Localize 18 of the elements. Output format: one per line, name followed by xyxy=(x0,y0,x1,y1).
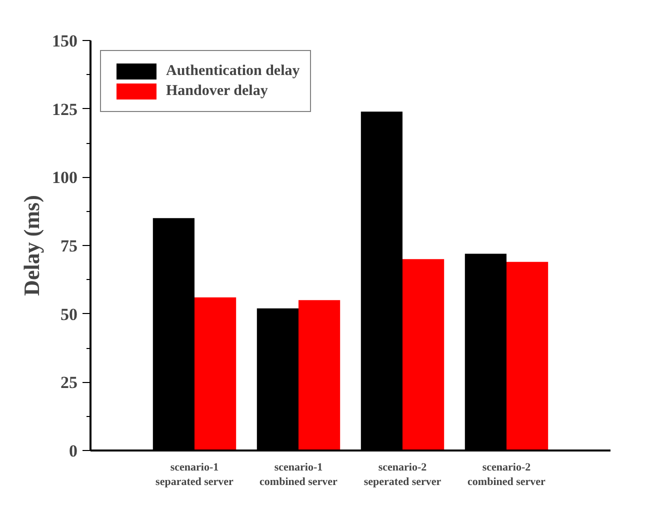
bar xyxy=(506,262,548,450)
y-tick-label: 25 xyxy=(60,373,78,392)
y-tick-label: 75 xyxy=(60,236,78,256)
y-axis-title: Delay (ms) xyxy=(19,195,44,296)
bar xyxy=(298,300,340,450)
y-tick-label: 100 xyxy=(52,168,78,188)
y-tick-label: 150 xyxy=(52,32,78,50)
bar xyxy=(194,297,236,450)
x-tick-label: scenario-1 separated server xyxy=(156,462,234,488)
y-tick-label: 125 xyxy=(52,100,78,119)
y-tick-label: 50 xyxy=(60,304,78,324)
y-tick-label: 0 xyxy=(69,442,78,460)
bar xyxy=(402,259,444,450)
x-tick-label: scenario-2 combined server xyxy=(468,462,546,488)
x-tick-label: scenario-2 seperated server xyxy=(364,462,442,488)
legend-label: Authentication delay xyxy=(166,62,300,80)
legend-label: Handover delay xyxy=(166,82,268,100)
x-tick-label: scenario-1 combined server xyxy=(260,462,338,488)
